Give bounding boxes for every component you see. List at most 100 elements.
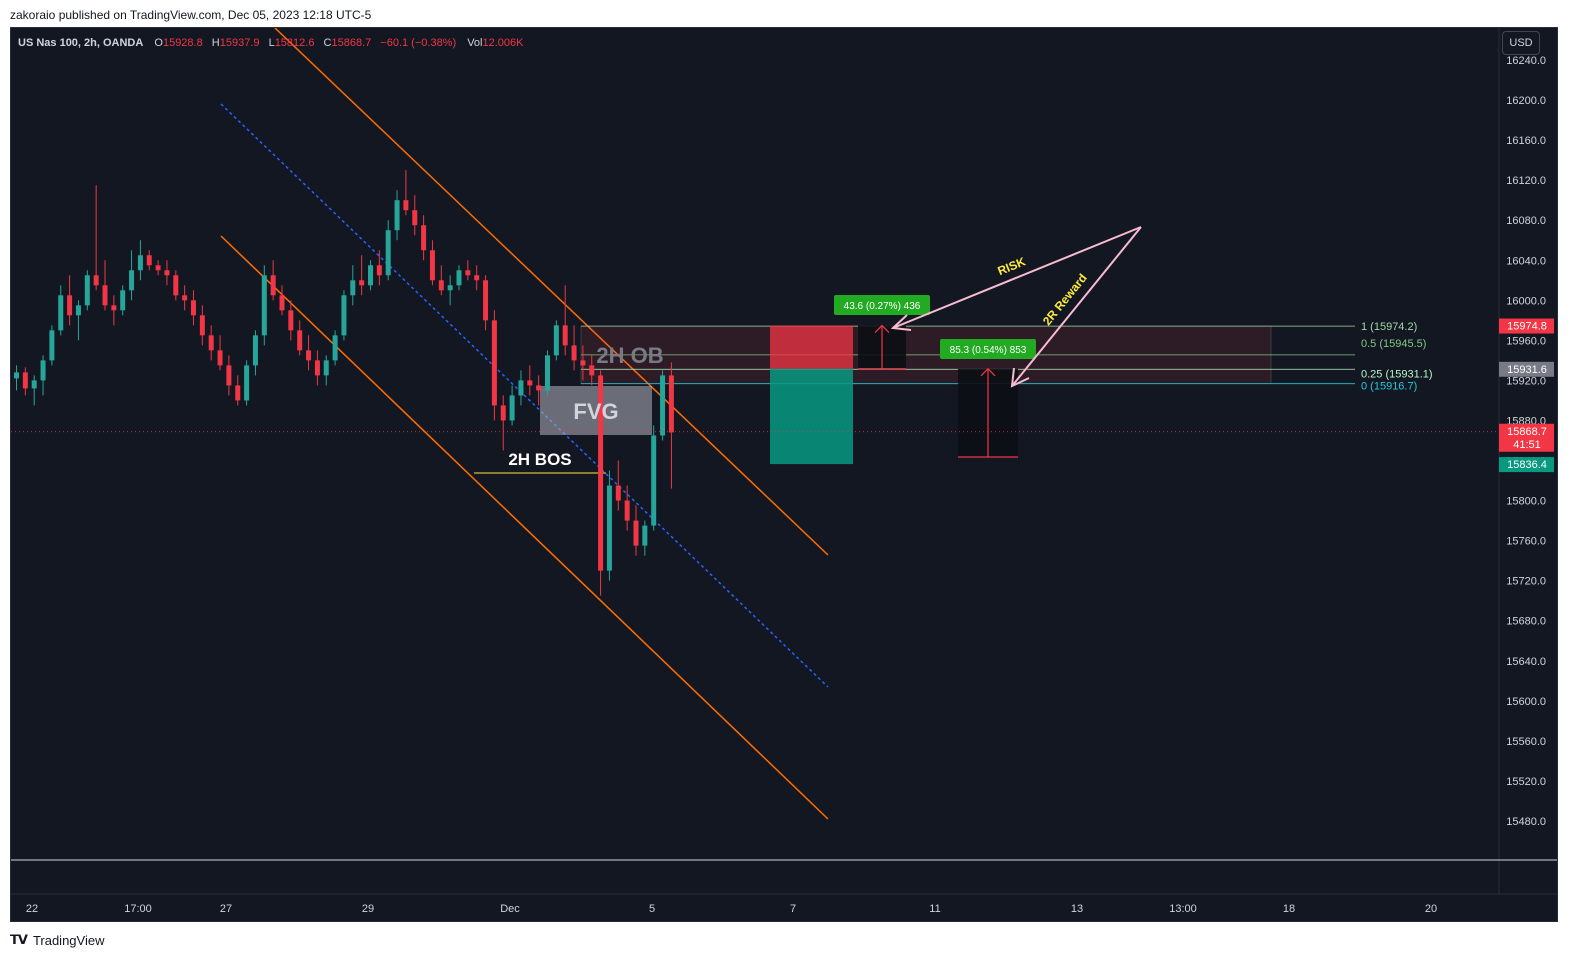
candle-body[interactable] bbox=[598, 375, 604, 571]
fvg-box[interactable] bbox=[540, 386, 652, 435]
reward-arrow[interactable] bbox=[1011, 226, 1142, 387]
channel-lower-line[interactable] bbox=[220, 235, 829, 820]
candle-body[interactable] bbox=[651, 435, 657, 526]
candle-body[interactable] bbox=[199, 315, 205, 336]
candle-body[interactable] bbox=[111, 305, 117, 311]
candle-body[interactable] bbox=[500, 405, 506, 421]
reward-measure-arrowhead bbox=[980, 367, 996, 377]
position-stop-zone[interactable] bbox=[770, 325, 853, 369]
candle-body[interactable] bbox=[545, 355, 550, 391]
time-axis[interactable]: 22 17:00 27 29 Dec 5 7 11 13 13:00 18 20 bbox=[26, 903, 1437, 915]
candle-body[interactable] bbox=[376, 265, 382, 276]
candle-body[interactable] bbox=[226, 365, 232, 386]
candle-body[interactable] bbox=[279, 295, 285, 311]
candle-body[interactable] bbox=[314, 360, 320, 376]
candle-body[interactable] bbox=[306, 350, 312, 361]
candle-body[interactable] bbox=[642, 525, 648, 546]
candle-body[interactable] bbox=[14, 372, 19, 379]
candle-body[interactable] bbox=[350, 280, 356, 296]
candle-body[interactable] bbox=[332, 335, 338, 361]
candle-body[interactable] bbox=[580, 360, 586, 366]
channel-upper-line[interactable] bbox=[274, 28, 829, 556]
price-tick-label: 15800.0 bbox=[1506, 496, 1546, 508]
candle-body[interactable] bbox=[120, 290, 126, 311]
candle-body[interactable] bbox=[660, 375, 666, 436]
candle-body[interactable] bbox=[102, 285, 108, 306]
candle-body[interactable] bbox=[465, 270, 471, 276]
time-tick-label: 18 bbox=[1283, 903, 1295, 915]
candle-body[interactable] bbox=[403, 200, 409, 211]
candle-body[interactable] bbox=[270, 275, 276, 296]
candle-body[interactable] bbox=[359, 280, 365, 286]
candle-body[interactable] bbox=[22, 372, 28, 389]
candle-body[interactable] bbox=[412, 210, 418, 226]
candle-body[interactable] bbox=[509, 395, 515, 421]
candle-body[interactable] bbox=[368, 265, 373, 286]
candle-body[interactable] bbox=[288, 310, 294, 331]
candle-body[interactable] bbox=[75, 305, 81, 316]
candle-body[interactable] bbox=[385, 230, 391, 276]
candle-body[interactable] bbox=[164, 270, 170, 276]
candle-body[interactable] bbox=[155, 265, 161, 271]
candle-body[interactable] bbox=[553, 325, 559, 356]
risk-arrow[interactable] bbox=[892, 226, 1142, 329]
candle-body[interactable] bbox=[146, 255, 152, 266]
candle-body[interactable] bbox=[49, 330, 55, 361]
candle-body[interactable] bbox=[244, 365, 250, 401]
candle-body[interactable] bbox=[668, 375, 674, 433]
open-label: O bbox=[154, 37, 163, 49]
candle-body[interactable] bbox=[58, 295, 64, 331]
candle-body[interactable] bbox=[323, 360, 329, 376]
time-tick-label: 5 bbox=[649, 903, 655, 915]
time-tick-label: 17:00 bbox=[124, 903, 152, 915]
candle-body[interactable] bbox=[571, 345, 577, 361]
candle-body[interactable] bbox=[84, 275, 90, 306]
candle-body[interactable] bbox=[173, 275, 179, 296]
candle-body[interactable] bbox=[93, 275, 99, 286]
candle-body[interactable] bbox=[606, 485, 612, 571]
currency-button[interactable]: USD bbox=[1502, 31, 1540, 55]
candle-body[interactable] bbox=[394, 200, 400, 231]
candle-body[interactable] bbox=[536, 385, 542, 391]
price-tick-label: 15560.0 bbox=[1506, 736, 1546, 748]
time-tick-label: 11 bbox=[929, 903, 940, 915]
high-value: 15937.9 bbox=[220, 37, 260, 49]
fib-level-label: 0 (15916.7) bbox=[1361, 381, 1417, 393]
candle-body[interactable] bbox=[182, 295, 188, 301]
candle-body[interactable] bbox=[624, 500, 630, 521]
candle-body[interactable] bbox=[518, 380, 524, 396]
candle-body[interactable] bbox=[633, 520, 639, 546]
candle-body[interactable] bbox=[429, 250, 435, 281]
chart-frame[interactable] bbox=[10, 27, 1558, 922]
candle-body[interactable] bbox=[615, 485, 621, 501]
candle-body[interactable] bbox=[129, 270, 135, 291]
candle-body[interactable] bbox=[527, 380, 533, 386]
candle-body[interactable] bbox=[31, 380, 37, 389]
candle-body[interactable] bbox=[438, 280, 444, 291]
candle-body[interactable] bbox=[261, 275, 267, 336]
position-target-zone[interactable] bbox=[770, 368, 853, 465]
candle-body[interactable] bbox=[217, 350, 223, 366]
candle-body[interactable] bbox=[252, 335, 258, 366]
candle-body[interactable] bbox=[341, 295, 347, 336]
candle-body[interactable] bbox=[40, 360, 46, 381]
candle-body[interactable] bbox=[474, 275, 480, 281]
time-tick-label: Dec bbox=[500, 903, 520, 915]
candle-body[interactable] bbox=[456, 270, 462, 286]
channel-mid-line[interactable] bbox=[220, 103, 829, 688]
candle-body[interactable] bbox=[483, 280, 489, 321]
candle-body[interactable] bbox=[208, 335, 214, 351]
price-label-value: 15868.7 bbox=[1507, 426, 1547, 438]
candle-body[interactable] bbox=[137, 255, 143, 271]
price-tick-label: 16080.0 bbox=[1506, 215, 1546, 227]
candle-body[interactable] bbox=[191, 300, 196, 316]
candle-body[interactable] bbox=[562, 325, 568, 346]
candle-body[interactable] bbox=[421, 225, 427, 251]
candle-body[interactable] bbox=[491, 320, 497, 406]
candle-body[interactable] bbox=[235, 385, 241, 401]
candle-body[interactable] bbox=[67, 295, 73, 316]
candle-body[interactable] bbox=[447, 285, 453, 291]
candle-body[interactable] bbox=[589, 365, 595, 376]
candle-body[interactable] bbox=[297, 330, 303, 351]
